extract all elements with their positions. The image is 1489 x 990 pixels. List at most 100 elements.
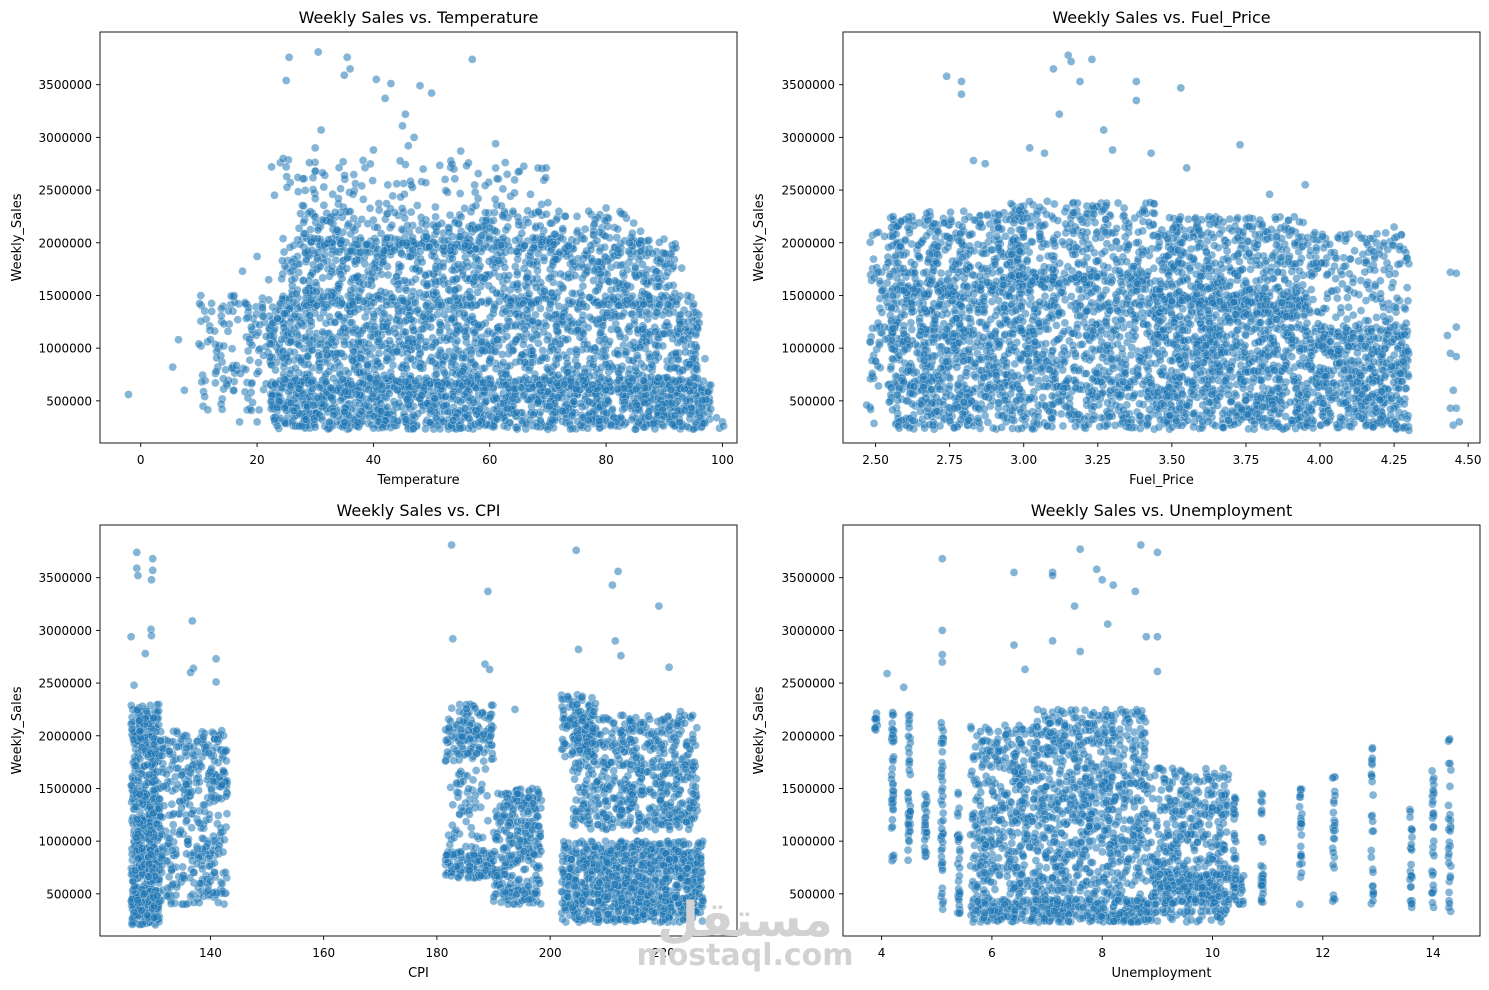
data-point: [311, 194, 320, 203]
data-point: [270, 191, 279, 200]
data-point: [602, 408, 611, 418]
data-point: [586, 245, 596, 254]
data-point: [502, 321, 512, 331]
data-point: [254, 367, 263, 376]
data-point: [437, 300, 446, 310]
data-point: [519, 264, 529, 273]
data-point: [460, 241, 470, 250]
data-point: [945, 373, 955, 383]
data-point: [552, 322, 561, 331]
data-point: [534, 339, 543, 348]
data-point: [921, 389, 930, 398]
data-point: [470, 180, 479, 190]
data-point: [912, 348, 922, 357]
data-point: [549, 240, 559, 249]
data-point: [492, 414, 502, 424]
data-point: [394, 285, 404, 294]
data-point: [264, 275, 273, 284]
data-point: [368, 176, 377, 185]
data-point: [293, 321, 303, 330]
data-point: [247, 406, 256, 415]
data-point: [422, 281, 432, 291]
data-point: [442, 400, 451, 410]
data-point: [903, 335, 912, 345]
data-point: [639, 376, 649, 385]
x-tick-label: 100: [711, 453, 734, 467]
data-point: [500, 271, 509, 281]
data-point: [415, 81, 425, 90]
data-point: [340, 70, 349, 80]
data-point: [348, 300, 357, 309]
data-point: [612, 233, 622, 242]
data-point: [332, 225, 342, 234]
data-point: [683, 291, 692, 300]
data-point: [431, 212, 440, 222]
data-point: [427, 88, 436, 98]
data-point: [431, 413, 441, 423]
data-point: [415, 362, 425, 372]
data-point: [586, 344, 596, 354]
data-point: [305, 158, 314, 167]
data-point: [916, 400, 926, 410]
data-point: [886, 364, 895, 374]
data-point: [628, 301, 638, 310]
data-point: [378, 423, 387, 432]
data-point: [284, 357, 293, 366]
data-point: [906, 366, 915, 376]
data-point: [180, 386, 189, 395]
data-point: [632, 351, 642, 360]
data-point: [356, 378, 365, 387]
data-point: [325, 312, 334, 321]
data-point: [909, 382, 919, 391]
data-point: [406, 207, 416, 217]
data-point: [303, 351, 313, 361]
data-point: [577, 260, 587, 270]
chart-title: Weekly Sales vs. Fuel_Price: [1052, 8, 1270, 28]
data-point: [335, 312, 345, 321]
data-point: [481, 397, 491, 406]
data-point: [501, 416, 510, 425]
data-point: [604, 362, 613, 372]
data-point: [406, 176, 415, 186]
data-point: [413, 257, 422, 267]
data-point: [321, 345, 331, 354]
data-point: [379, 309, 389, 318]
data-point: [563, 368, 572, 377]
data-point: [689, 373, 699, 382]
data-point: [624, 355, 634, 365]
data-point: [613, 245, 623, 254]
data-point: [411, 274, 420, 284]
y-tick-label: 500000: [46, 394, 92, 408]
data-point: [353, 330, 363, 340]
data-point: [308, 400, 318, 410]
data-point: [635, 343, 645, 352]
data-point: [301, 415, 311, 424]
data-point: [655, 300, 664, 309]
data-point: [415, 288, 425, 298]
data-point: [493, 335, 502, 345]
data-point: [908, 416, 918, 425]
data-point: [492, 174, 502, 184]
data-point: [433, 380, 442, 390]
data-point: [364, 339, 373, 349]
data-point: [564, 313, 574, 322]
data-point: [456, 423, 465, 433]
data-point: [419, 312, 428, 321]
data-point: [427, 357, 437, 366]
data-point: [601, 292, 610, 301]
data-point: [629, 218, 638, 228]
data-point: [524, 375, 534, 385]
data-point: [553, 370, 563, 380]
data-point: [942, 346, 952, 355]
data-point: [382, 322, 391, 331]
data-point: [369, 310, 378, 319]
data-point: [887, 344, 897, 354]
data-point: [491, 139, 500, 148]
data-point: [652, 308, 662, 317]
data-point: [532, 422, 542, 431]
data-point: [212, 347, 221, 356]
data-point: [899, 321, 909, 331]
data-point: [636, 236, 646, 245]
data-point: [357, 181, 367, 191]
